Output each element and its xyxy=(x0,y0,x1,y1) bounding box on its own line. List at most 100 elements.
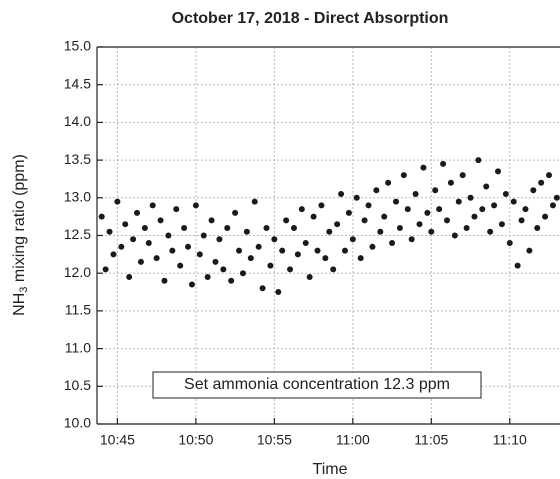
data-point xyxy=(141,224,148,231)
data-point xyxy=(506,240,513,247)
y-tick-label: 14.0 xyxy=(64,113,91,129)
data-point xyxy=(440,160,447,167)
data-point xyxy=(114,198,121,205)
data-point xyxy=(432,187,439,194)
y-tick-label: 12.5 xyxy=(64,226,91,242)
data-point xyxy=(322,255,329,262)
data-point xyxy=(318,202,325,209)
data-point xyxy=(353,194,360,201)
data-point xyxy=(385,179,392,186)
y-label-rest: mixing ratio (ppm) xyxy=(11,154,28,286)
data-point xyxy=(263,224,270,231)
data-point xyxy=(412,191,419,198)
data-point xyxy=(122,221,129,228)
data-point xyxy=(404,206,411,213)
x-axis-label: Time xyxy=(313,461,348,478)
data-point xyxy=(471,213,478,220)
y-tick-label: 13.0 xyxy=(64,189,91,205)
data-point xyxy=(181,224,188,231)
data-point xyxy=(275,289,282,296)
data-point xyxy=(534,224,541,231)
data-point xyxy=(130,236,137,243)
data-point xyxy=(424,209,431,216)
data-point xyxy=(416,221,423,228)
y-tick-label: 15.0 xyxy=(64,38,91,54)
data-point xyxy=(283,217,290,224)
data-point xyxy=(549,202,556,209)
data-point xyxy=(251,198,258,205)
x-tick-label: 10:50 xyxy=(178,432,213,448)
data-point xyxy=(381,213,388,220)
data-point xyxy=(188,281,195,288)
data-point xyxy=(314,247,321,254)
data-point xyxy=(232,209,239,216)
data-point xyxy=(165,232,172,239)
data-point xyxy=(196,251,203,258)
data-point xyxy=(475,157,482,164)
data-point xyxy=(212,258,219,265)
data-point xyxy=(271,236,278,243)
data-point xyxy=(208,217,215,224)
data-point xyxy=(185,243,192,250)
data-point xyxy=(294,251,301,258)
data-point xyxy=(373,187,380,194)
data-point xyxy=(420,164,427,171)
data-point xyxy=(118,243,125,250)
y-tick-label: 11.5 xyxy=(65,302,91,318)
data-point xyxy=(200,232,207,239)
y-label-sub: 3 xyxy=(18,287,30,293)
y-axis-label: NH3 mixing ratio (ppm) xyxy=(11,154,30,316)
data-point xyxy=(365,202,372,209)
data-point xyxy=(428,228,435,235)
data-point xyxy=(338,191,345,198)
data-point xyxy=(239,270,246,277)
data-point xyxy=(247,255,254,262)
data-point xyxy=(400,172,407,179)
data-point xyxy=(173,206,180,213)
data-point xyxy=(330,266,337,273)
data-point xyxy=(443,217,450,224)
data-point xyxy=(502,191,509,198)
data-point xyxy=(279,247,286,254)
x-tick-label: 10:55 xyxy=(257,432,292,448)
data-point xyxy=(522,206,529,213)
x-tick-label: 11:05 xyxy=(414,432,448,448)
data-point xyxy=(392,198,399,205)
data-point xyxy=(243,228,250,235)
data-point xyxy=(306,273,313,280)
x-tick-label: 10:45 xyxy=(100,432,135,448)
y-tick-label: 11.0 xyxy=(65,339,91,355)
data-point xyxy=(510,198,517,205)
chart-title: October 17, 2018 - Direct Absorption xyxy=(172,10,449,27)
data-point xyxy=(459,172,466,179)
data-point xyxy=(236,247,243,254)
data-point xyxy=(298,206,305,213)
data-point xyxy=(259,285,266,292)
data-point xyxy=(192,202,199,209)
data-point xyxy=(149,202,156,209)
data-point xyxy=(157,217,164,224)
data-point xyxy=(491,202,498,209)
data-point xyxy=(498,221,505,228)
data-point xyxy=(408,236,415,243)
data-point xyxy=(220,266,227,273)
data-point xyxy=(255,243,262,250)
data-point xyxy=(455,198,462,205)
data-point xyxy=(538,179,545,186)
data-point xyxy=(369,243,376,250)
data-point xyxy=(487,228,494,235)
data-point xyxy=(389,240,396,247)
data-point xyxy=(349,236,356,243)
y-tick-label: 12.0 xyxy=(64,264,91,280)
data-point xyxy=(396,224,403,231)
data-point xyxy=(310,213,317,220)
data-point xyxy=(137,258,144,265)
data-point xyxy=(153,255,160,262)
data-point xyxy=(436,206,443,213)
data-point xyxy=(530,187,537,194)
data-point xyxy=(302,240,309,247)
data-point xyxy=(126,273,133,280)
x-tick-label: 11:10 xyxy=(493,432,527,448)
data-point xyxy=(216,236,223,243)
data-point xyxy=(542,213,549,220)
